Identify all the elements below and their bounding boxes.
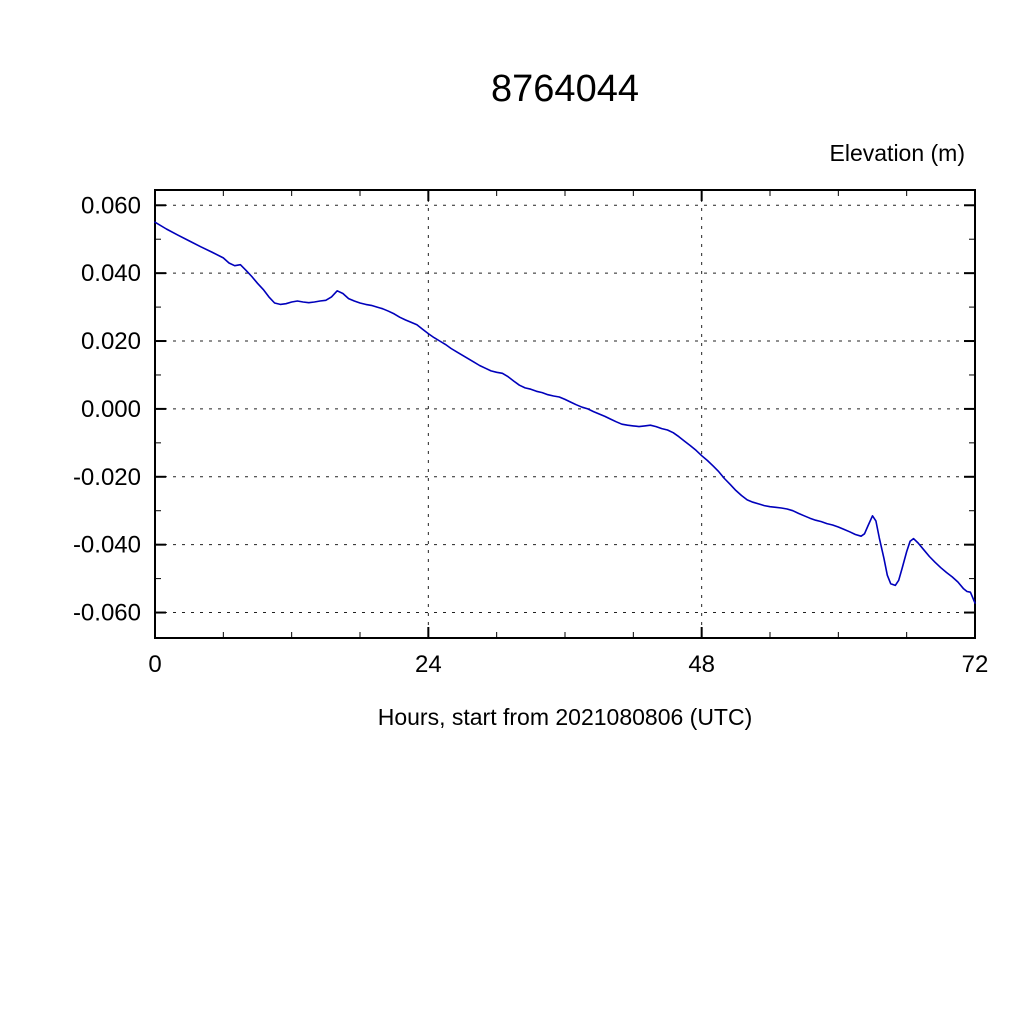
x-tick-label: 48 (688, 651, 715, 678)
y-tick-label: -0.020 (73, 464, 141, 491)
x-tick-labels: 0 24 48 72 (148, 651, 988, 678)
chart-title: 8764044 (491, 68, 639, 110)
series-line-elevation (154, 221, 976, 604)
plot-frame (154, 189, 976, 639)
x-tick-label: 72 (962, 651, 989, 678)
y-tick-labels: 0.060 0.040 0.020 0.000 -0.020 -0.040 -0.060 (73, 192, 141, 626)
tick-marks (154, 190, 976, 638)
y-tick-label: -0.060 (73, 600, 141, 627)
y-tick-label: 0.000 (81, 396, 141, 423)
y-tick-label: -0.040 (73, 532, 141, 559)
y-tick-label: 0.040 (81, 260, 141, 287)
x-tick-label: 24 (415, 651, 442, 678)
y-tick-label: 0.060 (81, 192, 141, 219)
y-tick-label: 0.020 (81, 328, 141, 355)
y-axis-label: Elevation (m) (829, 140, 965, 166)
x-tick-label: 0 (148, 651, 161, 678)
gridlines (155, 190, 975, 638)
x-axis-label: Hours, start from 2021080806 (UTC) (377, 704, 753, 730)
